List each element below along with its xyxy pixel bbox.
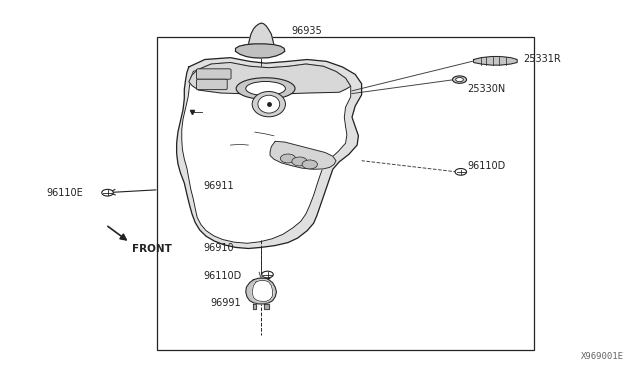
Ellipse shape — [246, 81, 285, 96]
Polygon shape — [236, 44, 285, 58]
Polygon shape — [238, 44, 282, 57]
Polygon shape — [182, 62, 351, 243]
Polygon shape — [177, 58, 362, 248]
Circle shape — [262, 271, 273, 278]
Polygon shape — [474, 57, 517, 65]
Text: 96991: 96991 — [210, 298, 241, 308]
Ellipse shape — [252, 92, 285, 117]
Text: 96110D: 96110D — [204, 271, 242, 281]
Circle shape — [302, 160, 317, 169]
Text: 25330N: 25330N — [467, 84, 506, 93]
Polygon shape — [270, 141, 336, 169]
Text: 96911: 96911 — [204, 181, 234, 191]
Text: 96110D: 96110D — [467, 161, 506, 170]
Ellipse shape — [258, 95, 280, 113]
Text: 96935: 96935 — [291, 26, 322, 35]
Text: FRONT: FRONT — [132, 244, 172, 254]
Circle shape — [280, 154, 296, 163]
Ellipse shape — [456, 78, 463, 82]
Polygon shape — [252, 280, 273, 301]
Polygon shape — [264, 304, 269, 309]
Text: 96910: 96910 — [204, 244, 234, 253]
Circle shape — [102, 189, 113, 196]
Ellipse shape — [236, 78, 295, 99]
Ellipse shape — [452, 76, 467, 83]
Text: X969001E: X969001E — [581, 352, 624, 361]
FancyBboxPatch shape — [196, 79, 227, 90]
FancyBboxPatch shape — [196, 69, 231, 79]
Circle shape — [455, 169, 467, 175]
Polygon shape — [189, 62, 351, 94]
Polygon shape — [246, 278, 276, 304]
Circle shape — [292, 157, 307, 166]
Polygon shape — [246, 23, 276, 48]
Text: 25331R: 25331R — [524, 54, 561, 64]
Text: 96110E: 96110E — [46, 189, 83, 198]
Bar — [157, 37, 534, 350]
Polygon shape — [253, 304, 256, 309]
